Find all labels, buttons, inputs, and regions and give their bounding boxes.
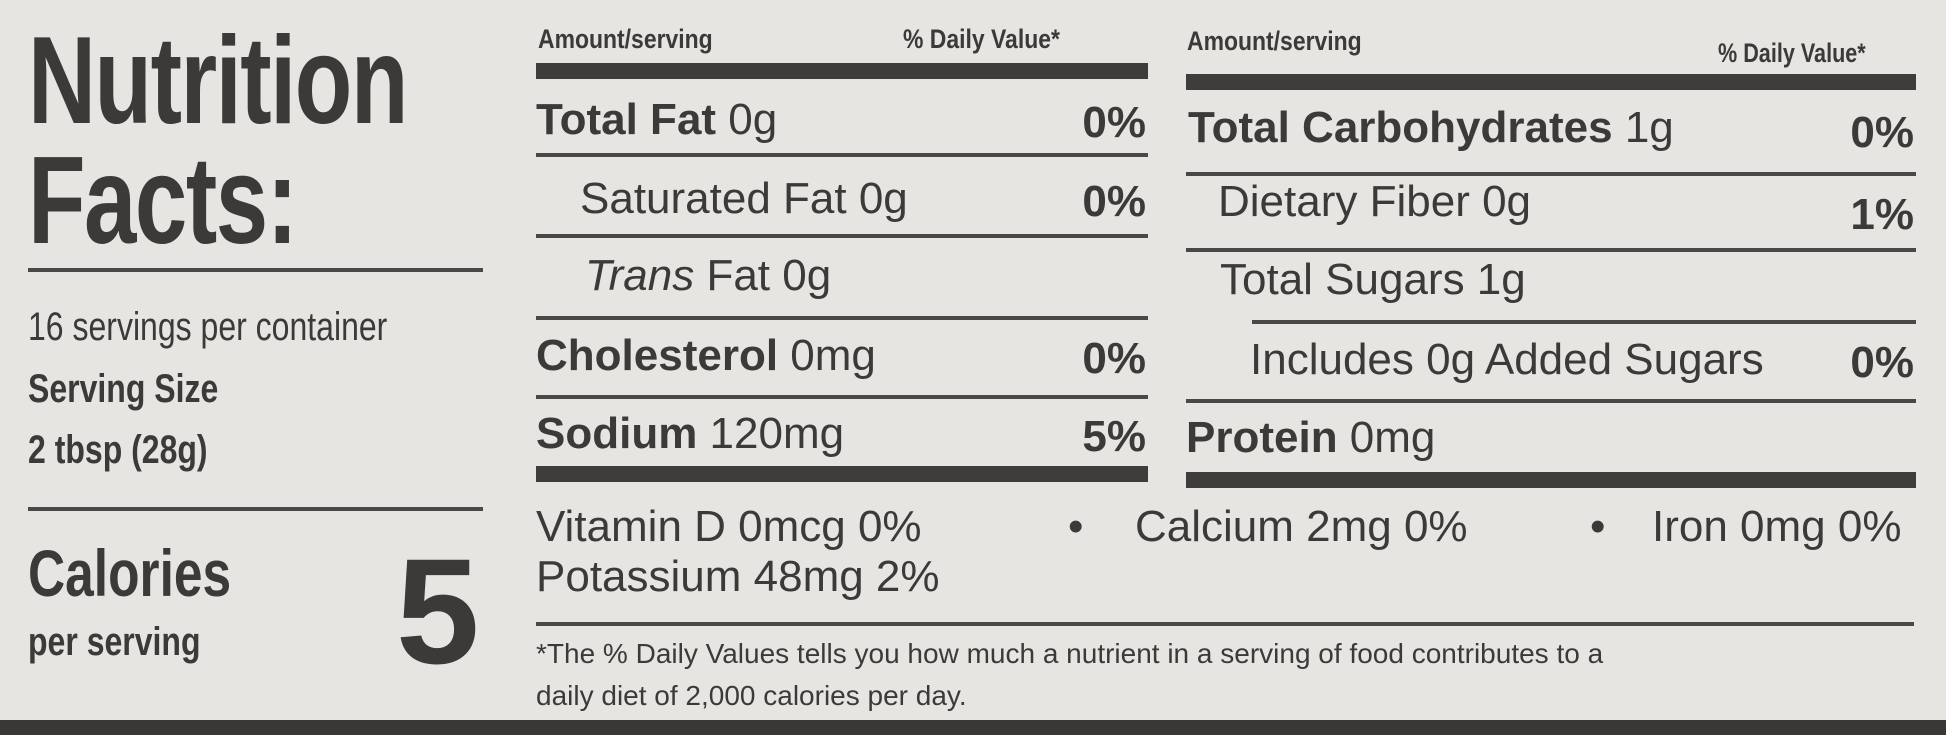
potassium: Potassium 48mg 2%: [536, 552, 940, 601]
servings-per-container: 16 servings per container: [28, 305, 388, 349]
nutrient-amount: 120mg: [697, 409, 845, 458]
nutrient-amount: 0mg: [1337, 413, 1436, 462]
nutrient-row-dietary-fiber: Dietary Fiber 0g: [1218, 180, 1531, 224]
nutrient-amount: 0mg: [778, 331, 876, 380]
nutrient-name: Dietary Fiber 0g: [1218, 177, 1532, 226]
thick-bar: [536, 466, 1148, 482]
bullet-separator: •: [1068, 502, 1084, 551]
nutrient-row-total-carbohydrates: Total Carbohydrates 1g: [1188, 106, 1674, 150]
nutrient-dv: 5%: [1082, 412, 1146, 461]
iron: Iron 0mg 0%: [1652, 502, 1902, 551]
nutrient-dv: 0%: [1082, 334, 1146, 383]
serving-size-label: Serving Size: [28, 367, 219, 411]
nutrient-name: Total Carbohydrates: [1188, 103, 1613, 152]
nutrient-row-trans-fat: Trans Fat 0g: [585, 254, 831, 298]
divider: [1186, 172, 1916, 176]
nutrient-name: Includes 0g Added Sugars: [1250, 335, 1764, 384]
nutrient-row-total-sugars: Total Sugars 1g: [1220, 258, 1526, 302]
nutrient-name: Cholesterol: [536, 331, 779, 380]
footnote-line-2: daily diet of 2,000 calories per day.: [536, 680, 967, 711]
nutrient-name: Sodium: [536, 409, 698, 458]
divider: [536, 622, 1914, 626]
nutrient-dv: 0%: [1082, 177, 1146, 226]
nutrient-row-sodium: Sodium 120mg: [536, 412, 844, 456]
nutrient-name: Total Fat: [536, 95, 717, 144]
nutrient-row-added-sugars: Includes 0g Added Sugars: [1250, 338, 1764, 382]
nutrient-name: Protein: [1186, 413, 1338, 462]
divider: [28, 507, 483, 511]
divider: [1186, 399, 1916, 403]
divider: [536, 316, 1148, 320]
bottom-border: [0, 720, 1946, 735]
nutrient-dv: 0%: [1850, 108, 1914, 157]
nutrient-row-total-fat: Total Fat 0g: [536, 98, 777, 142]
thick-bar: [536, 63, 1148, 79]
header-amount: Amount/serving: [538, 24, 713, 54]
header-dv: % Daily Value*: [903, 24, 1060, 54]
divider: [1252, 320, 1916, 324]
serving-size-value: 2 tbsp (28g): [28, 428, 208, 472]
calories-sub: per serving: [28, 620, 201, 664]
calories-label: Calories: [28, 536, 232, 610]
calcium: Calcium 2mg 0%: [1135, 502, 1468, 551]
divider: [28, 268, 483, 272]
nutrient-amount: Fat 0g: [694, 251, 832, 300]
nutrient-dv: 0%: [1850, 338, 1914, 387]
nutrient-row-cholesterol: Cholesterol 0mg: [536, 334, 876, 378]
bullet-separator: •: [1590, 502, 1606, 551]
divider: [536, 153, 1148, 157]
nutrient-name: Total Sugars 1g: [1220, 255, 1526, 304]
nutrient-amount: 1g: [1612, 103, 1674, 152]
thick-bar: [1186, 472, 1916, 488]
nutrient-amount: 0g: [716, 95, 778, 144]
divider: [536, 395, 1148, 399]
footnote-line-1: *The % Daily Values tells you how much a…: [536, 638, 1604, 669]
calories-value: 5: [396, 527, 480, 695]
nutrient-dv: 0%: [1082, 98, 1146, 147]
nutrient-name: Saturated Fat 0g: [580, 174, 908, 223]
divider: [1186, 248, 1916, 252]
divider: [536, 234, 1148, 238]
vitamin-d: Vitamin D 0mcg 0%: [536, 502, 922, 551]
header-amount: Amount/serving: [1187, 26, 1362, 56]
nutrient-row-protein: Protein 0mg: [1186, 416, 1435, 460]
title-facts: Facts:: [28, 132, 298, 270]
title-nutrition: Nutrition: [28, 12, 408, 150]
nutrient-row-saturated-fat: Saturated Fat 0g: [580, 177, 908, 221]
header-dv: % Daily Value*: [1718, 38, 1866, 68]
nutrient-dv: 1%: [1850, 190, 1914, 239]
nutrient-name: Trans: [585, 251, 695, 300]
thick-bar: [1186, 74, 1916, 90]
